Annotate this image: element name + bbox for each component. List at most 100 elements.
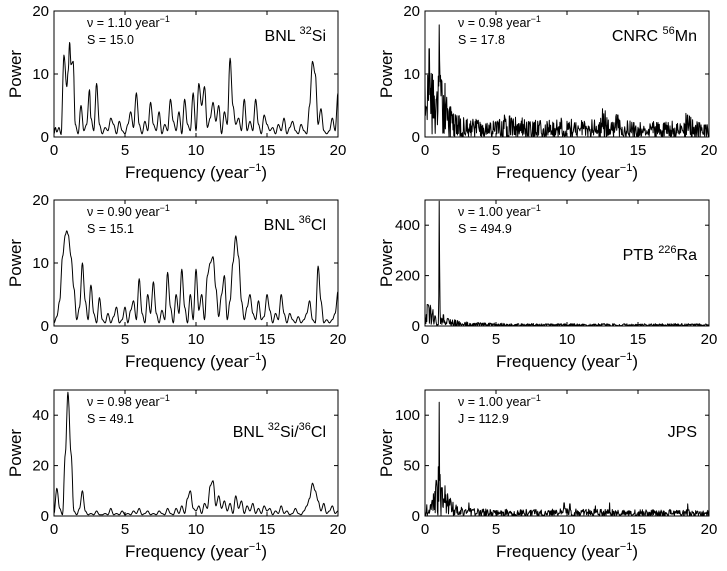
- dataset-label-superscript: 36: [299, 214, 311, 226]
- x-tick-label: 5: [492, 142, 500, 159]
- x-tick-label: 20: [701, 331, 718, 348]
- x-axis-label-text: Frequency (year: [496, 352, 620, 371]
- peak-frequency-text: ν = 1.00 year: [458, 395, 531, 409]
- x-axis-label-text: Frequency (year: [125, 163, 249, 182]
- x-tick-label: 10: [188, 521, 205, 538]
- x-tick-label: 0: [50, 331, 58, 348]
- peak-frequency-text: ν = 1.00 year: [458, 205, 531, 219]
- x-axis-label-exponent: −1: [249, 541, 262, 553]
- dataset-label-text: Cl: [311, 217, 326, 234]
- y-tick-label: 200: [395, 268, 420, 285]
- dataset-label-text: Si/: [280, 424, 299, 441]
- peak-power-annotation: S = 17.8: [458, 33, 505, 47]
- x-axis-label-close: ): [261, 352, 267, 371]
- y-tick-label: 20: [32, 192, 49, 209]
- peak-frequency-text: ν = 0.98 year: [87, 395, 160, 409]
- x-tick-label: 0: [50, 142, 58, 159]
- peak-power-annotation: J = 112.9: [458, 412, 509, 426]
- y-tick-label: 10: [32, 255, 49, 272]
- dataset-label-superscript: 36: [299, 421, 311, 433]
- x-axis-label-close: ): [261, 163, 267, 182]
- x-axis-label: Frequency (year−1): [496, 351, 638, 371]
- peak-frequency-annotation: ν = 1.00 year−1: [458, 203, 541, 219]
- y-axis-label: Power: [6, 50, 25, 99]
- y-axis-label: Power: [6, 429, 25, 478]
- series-line-1: [53, 42, 339, 135]
- y-tick-label: 20: [32, 458, 49, 475]
- x-tick-label: 5: [121, 331, 129, 348]
- peak-frequency-text: ν = 0.90 year: [87, 205, 160, 219]
- peak-frequency-annotation: ν = 0.98 year−1: [87, 393, 170, 409]
- dataset-label-text: BNL: [233, 424, 268, 441]
- x-axis-label: Frequency (year−1): [496, 162, 638, 182]
- x-axis-label-text: Frequency (year: [125, 352, 249, 371]
- peak-power-annotation: S = 494.9: [458, 222, 512, 236]
- series-line-1: [53, 391, 339, 516]
- dataset-label: CNRC 56Mn: [612, 25, 697, 45]
- y-tick-label: 10: [403, 66, 420, 83]
- x-tick-label: 0: [50, 521, 58, 538]
- dataset-label-text: Mn: [675, 28, 697, 45]
- dataset-label: BNL 36Cl: [264, 214, 326, 234]
- x-tick-label: 20: [701, 521, 718, 538]
- series-line-1: [424, 24, 710, 138]
- dataset-label: JPS: [668, 424, 697, 441]
- x-tick-label: 5: [121, 142, 129, 159]
- y-tick-label: 0: [41, 508, 49, 525]
- x-tick-label: 15: [259, 521, 276, 538]
- dataset-label-superscript: 226: [658, 244, 676, 256]
- y-tick-label: 100: [395, 407, 420, 424]
- x-axis-label-close: ): [632, 163, 638, 182]
- x-axis-label-text: Frequency (year: [496, 163, 620, 182]
- x-axis-label: Frequency (year−1): [125, 541, 267, 561]
- series-line-1: [424, 200, 710, 327]
- peak-power-annotation: S = 49.1: [87, 412, 134, 426]
- y-axis-label: Power: [377, 50, 396, 99]
- x-tick-label: 5: [492, 331, 500, 348]
- x-tick-label: 10: [559, 521, 576, 538]
- dataset-label-superscript: 56: [663, 25, 675, 37]
- x-tick-label: 0: [421, 521, 429, 538]
- peak-power-annotation: S = 15.1: [87, 222, 134, 236]
- x-tick-label: 20: [330, 331, 347, 348]
- y-tick-label: 0: [41, 129, 49, 146]
- peak-frequency-text: ν = 1.10 year: [87, 16, 160, 30]
- series-line-1: [53, 230, 339, 324]
- x-tick-label: 10: [559, 142, 576, 159]
- peak-frequency-exponent: −1: [160, 203, 170, 213]
- y-tick-label: 0: [41, 318, 49, 335]
- y-tick-label: 20: [32, 3, 49, 20]
- x-tick-label: 10: [559, 331, 576, 348]
- x-tick-label: 20: [701, 142, 718, 159]
- peak-frequency-exponent: −1: [531, 203, 541, 213]
- y-tick-label: 0: [412, 129, 420, 146]
- x-tick-label: 5: [121, 521, 129, 538]
- dataset-label: BNL 32Si/36Cl: [233, 421, 326, 441]
- x-axis-label-text: Frequency (year: [496, 542, 620, 561]
- series-line-1: [424, 401, 710, 517]
- peak-frequency-annotation: ν = 0.90 year−1: [87, 203, 170, 219]
- x-axis-label-text: Frequency (year: [125, 542, 249, 561]
- peak-frequency-exponent: −1: [531, 14, 541, 24]
- y-axis-label: Power: [377, 239, 396, 288]
- y-tick-label: 40: [32, 407, 49, 424]
- dataset-label: BNL 32Si: [265, 25, 326, 45]
- dataset-label-text: JPS: [668, 424, 697, 441]
- x-tick-label: 20: [330, 142, 347, 159]
- x-axis-label: Frequency (year−1): [496, 541, 638, 561]
- dataset-label-text: Cl: [311, 424, 326, 441]
- y-tick-label: 50: [403, 458, 420, 475]
- x-axis-label-close: ): [261, 542, 267, 561]
- x-axis-label-exponent: −1: [620, 162, 633, 174]
- y-axis-label: Power: [6, 239, 25, 288]
- y-tick-label: 20: [403, 3, 420, 20]
- dataset-label-text: BNL: [265, 28, 300, 45]
- peak-frequency-annotation: ν = 1.00 year−1: [458, 393, 541, 409]
- x-tick-label: 0: [421, 142, 429, 159]
- x-tick-label: 10: [188, 142, 205, 159]
- peak-frequency-text: ν = 0.98 year: [458, 16, 531, 30]
- x-axis-label-exponent: −1: [620, 351, 633, 363]
